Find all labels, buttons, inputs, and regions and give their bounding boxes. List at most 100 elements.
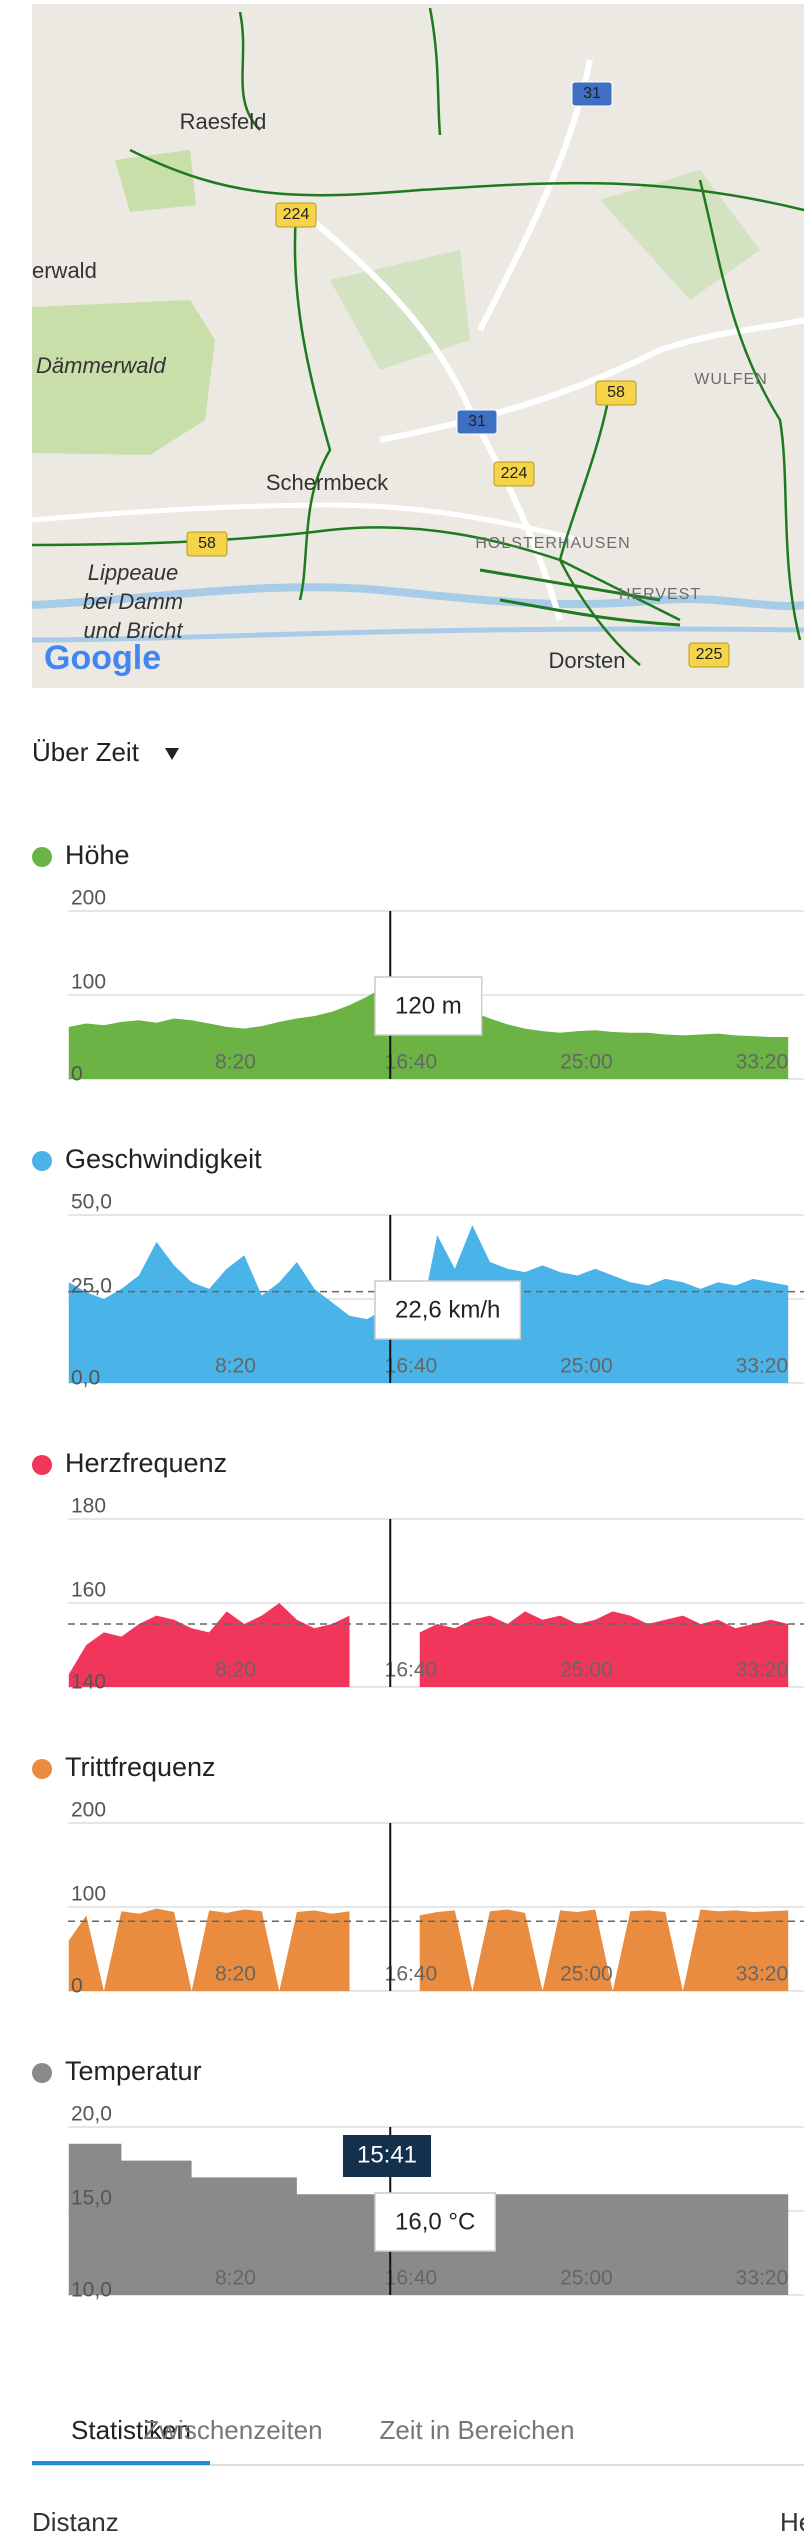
y-tick-label: 0 [71, 1063, 83, 1086]
tooltip-box [374, 2192, 497, 2252]
map-labels: Raesfeld erwald Dämmerwald WULFEN Schermbeck… [32, 81, 768, 677]
place-label: Raesfeld [180, 109, 267, 134]
place-label: Schermbeck [266, 470, 389, 495]
place-label: WULFEN [694, 371, 768, 388]
track [428, 7, 442, 136]
tab[interactable]: Zeit in Bereichen [379, 2415, 574, 2445]
track [698, 179, 802, 641]
place-label: Dorsten [548, 648, 625, 673]
road-number: 58 [607, 384, 625, 401]
x-tick-label: 16:40 [385, 1051, 438, 1074]
y-tick-label: 25,0 [71, 1275, 112, 1298]
tooltip-box [374, 976, 483, 1036]
y-tick-label: 15,0 [71, 2187, 112, 2210]
tooltip-box [374, 1280, 522, 1340]
y-tick-label: 0 [71, 1975, 83, 1998]
y-tick-label: 100 [71, 971, 106, 994]
place-label: erwald [32, 258, 97, 283]
road-badge [186, 531, 228, 557]
road-number: 225 [696, 646, 723, 663]
x-tick-label: 16:40 [385, 1659, 438, 1682]
x-tick-label: 8:20 [215, 1355, 256, 1378]
x-tick-label: 8:20 [215, 1051, 256, 1074]
tooltip-value: 120 m [395, 992, 462, 1019]
x-tick-label: 33:20 [736, 1963, 789, 1986]
y-tick-label: 200 [71, 887, 106, 910]
place-label: Lippeaue [88, 560, 179, 585]
x-tick-label: 8:20 [215, 1659, 256, 1682]
road-number: 58 [198, 535, 216, 552]
forest [330, 250, 470, 370]
forest [32, 300, 215, 455]
forest [115, 150, 196, 212]
road [31, 502, 581, 543]
place-label: bei Damm [83, 589, 183, 614]
tooltip-value: 22,6 km/h [395, 1296, 500, 1323]
map-attribution: Google [44, 639, 161, 677]
place-label: HOLSTERHAUSEN [475, 535, 630, 552]
tooltip-time: 15:41 [357, 2141, 417, 2168]
chart-title: Geschwindigkeit [65, 1144, 262, 1174]
x-tick-label: 33:20 [736, 2267, 789, 2290]
chart-title: Trittfrequenz [65, 1752, 216, 1782]
x-tick-label: 16:40 [385, 1963, 438, 1986]
y-tick-label: 10,0 [71, 2279, 112, 2302]
canal [31, 626, 804, 643]
road-badge [275, 202, 317, 228]
tab[interactable]: Zwischenzeiten [143, 2415, 322, 2445]
track [238, 11, 261, 131]
x-tick-label: 25:00 [560, 1963, 613, 1986]
map[interactable]: Raesfeld erwald Dämmerwald WULFEN Schermbeck… [31, 4, 804, 688]
x-tick-label: 25:00 [560, 1051, 613, 1074]
road-number: 224 [501, 465, 528, 482]
road-number: 31 [583, 85, 601, 102]
series-dot [32, 2063, 52, 2083]
chart-title: Höhe [65, 840, 130, 870]
road-number: 224 [283, 206, 310, 223]
tooltip-value: 16,0 °C [395, 2208, 475, 2235]
track [129, 148, 804, 212]
charts: Höhe 0 100 200 8:20 16:40 25:00 33:20 120 m Gesch… [32, 840, 804, 2302]
track [479, 568, 681, 627]
road-number: 31 [468, 413, 486, 430]
series-dot [32, 1759, 52, 1779]
x-tick-label: 33:20 [736, 1659, 789, 1682]
x-tick-label: 25:00 [560, 1355, 613, 1378]
tab[interactable]: Statistiken [71, 2415, 191, 2445]
y-tick-label: 100 [71, 1883, 106, 1906]
x-tick-label: 8:20 [215, 1963, 256, 1986]
x-tick-label: 16:40 [385, 2267, 438, 2290]
tooltip-time-box [342, 2135, 432, 2177]
road-badge [571, 81, 613, 107]
x-tick-label: 8:20 [215, 2267, 256, 2290]
road-badge [688, 642, 730, 668]
series-dot [32, 1151, 52, 1171]
river [31, 583, 804, 611]
road-badge [595, 380, 637, 406]
x-tick-label: 25:00 [560, 2267, 613, 2290]
tab-underline [32, 2461, 210, 2465]
y-tick-label: 180 [71, 1495, 106, 1518]
x-tick-label: 25:00 [560, 1659, 613, 1682]
chart-title: Temperatur [65, 2056, 202, 2086]
place-label: Dämmerwald [36, 353, 166, 378]
stat-label: Distanz [32, 2507, 119, 2537]
chart-title: Herzfrequenz [65, 1448, 227, 1478]
y-tick-label: 140 [71, 1671, 106, 1694]
series-dot [32, 1455, 52, 1475]
x-tick-label: 33:20 [736, 1051, 789, 1074]
x-tick-label: 33:20 [736, 1355, 789, 1378]
x-tick-label: 16:40 [385, 1355, 438, 1378]
view-selector[interactable]: Über Zeit [32, 737, 140, 767]
road-badge [493, 461, 535, 487]
series-dot [32, 847, 52, 867]
dropdown-arrow[interactable] [165, 748, 179, 760]
place-label: und Bricht [83, 618, 183, 643]
area [68, 1908, 789, 1991]
y-tick-label: 50,0 [71, 1191, 112, 1214]
y-tick-label: 200 [71, 1799, 106, 1822]
track [558, 389, 641, 666]
